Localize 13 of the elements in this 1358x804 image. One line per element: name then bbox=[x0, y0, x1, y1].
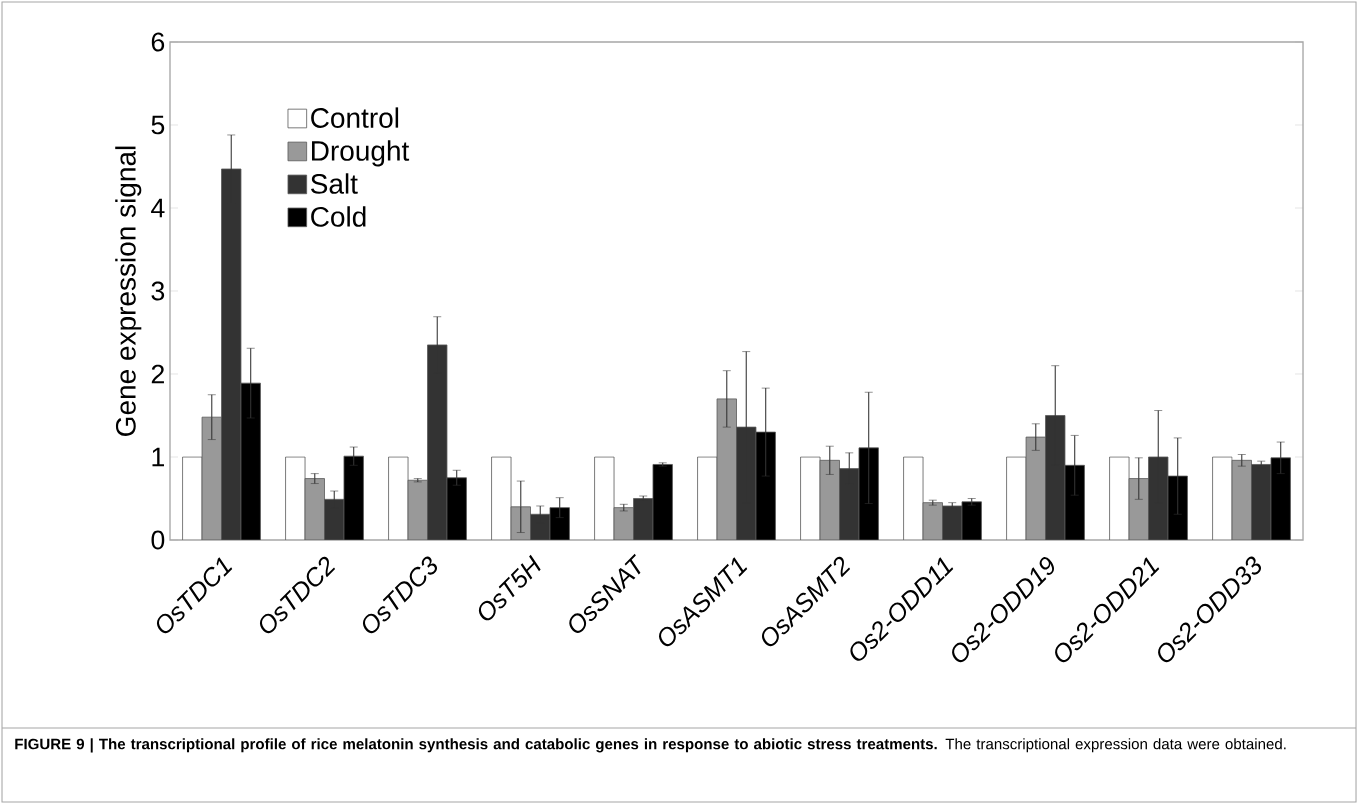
text: FIGURE 9 | The transcriptional profile of rice melatonin synthesis and catabolic genes in response to abiotic stress treatments. The transcriptional expression data were obtained. bbox=[15, 738, 1286, 753]
y-tick-label: 1 bbox=[152, 447, 164, 467]
y-axis-title: Gene expression signal bbox=[115, 146, 142, 436]
y-tick-label: 3 bbox=[151, 281, 165, 301]
legend-label: Control bbox=[311, 107, 399, 128]
legend-label: Drought bbox=[312, 140, 410, 167]
legend-label: Salt bbox=[310, 173, 358, 194]
y-tick-label: 2 bbox=[151, 364, 164, 384]
legend-label: Cold bbox=[311, 206, 366, 227]
y-tick-label: 6 bbox=[151, 32, 165, 52]
y-tick-label: 0 bbox=[151, 530, 165, 550]
y-tick-label: 5 bbox=[151, 115, 165, 135]
y-tick-label: 4 bbox=[151, 198, 165, 218]
